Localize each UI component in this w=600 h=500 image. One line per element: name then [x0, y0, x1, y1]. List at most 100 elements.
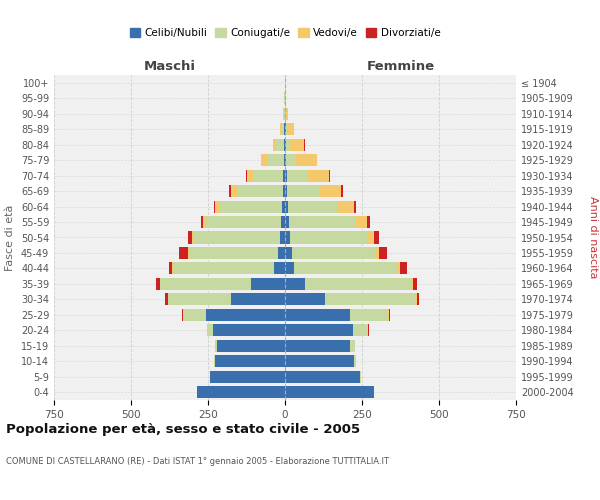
- Bar: [375, 247, 379, 259]
- Bar: [305, 278, 411, 290]
- Bar: [179, 247, 188, 259]
- Bar: [286, 108, 288, 120]
- Bar: [207, 324, 212, 336]
- Bar: [289, 216, 355, 228]
- Bar: [285, 138, 286, 150]
- Bar: [231, 294, 285, 306]
- Bar: [173, 262, 274, 274]
- Bar: [285, 232, 290, 243]
- Bar: [214, 200, 215, 212]
- Bar: [278, 247, 285, 259]
- Bar: [285, 200, 288, 212]
- Bar: [290, 232, 367, 243]
- Bar: [284, 154, 285, 166]
- Bar: [285, 154, 286, 166]
- Bar: [355, 216, 367, 228]
- Bar: [203, 216, 206, 228]
- Bar: [353, 200, 356, 212]
- Bar: [168, 294, 231, 306]
- Bar: [307, 170, 329, 181]
- Bar: [294, 262, 397, 274]
- Bar: [285, 340, 350, 352]
- Bar: [238, 185, 283, 197]
- Bar: [192, 232, 194, 243]
- Bar: [280, 232, 285, 243]
- Bar: [350, 340, 355, 352]
- Bar: [354, 356, 356, 368]
- Bar: [285, 123, 286, 135]
- Bar: [194, 232, 280, 243]
- Bar: [251, 278, 285, 290]
- Bar: [350, 309, 388, 321]
- Bar: [287, 123, 294, 135]
- Bar: [329, 170, 330, 181]
- Bar: [169, 262, 172, 274]
- Bar: [285, 278, 305, 290]
- Bar: [400, 262, 407, 274]
- Bar: [285, 216, 289, 228]
- Bar: [416, 294, 417, 306]
- Bar: [188, 247, 189, 259]
- Bar: [231, 185, 238, 197]
- Bar: [188, 232, 192, 243]
- Bar: [283, 108, 284, 120]
- Text: Femmine: Femmine: [367, 60, 434, 72]
- Bar: [160, 278, 251, 290]
- Bar: [212, 324, 285, 336]
- Bar: [296, 154, 317, 166]
- Bar: [285, 247, 292, 259]
- Bar: [283, 170, 285, 181]
- Bar: [388, 309, 389, 321]
- Bar: [217, 340, 285, 352]
- Bar: [353, 324, 368, 336]
- Bar: [284, 123, 285, 135]
- Bar: [274, 262, 285, 274]
- Bar: [273, 138, 277, 150]
- Bar: [267, 154, 284, 166]
- Bar: [215, 356, 285, 368]
- Bar: [389, 309, 390, 321]
- Bar: [184, 309, 206, 321]
- Bar: [287, 170, 307, 181]
- Bar: [201, 216, 203, 228]
- Bar: [156, 278, 160, 290]
- Bar: [189, 247, 278, 259]
- Bar: [367, 216, 370, 228]
- Bar: [325, 294, 416, 306]
- Bar: [285, 370, 361, 383]
- Bar: [215, 340, 217, 352]
- Bar: [379, 247, 387, 259]
- Bar: [229, 185, 231, 197]
- Bar: [287, 185, 320, 197]
- Bar: [260, 154, 261, 166]
- Bar: [320, 185, 341, 197]
- Bar: [285, 262, 294, 274]
- Bar: [286, 154, 296, 166]
- Bar: [285, 324, 353, 336]
- Bar: [285, 356, 354, 368]
- Bar: [172, 262, 173, 274]
- Bar: [245, 170, 247, 181]
- Bar: [247, 170, 254, 181]
- Bar: [165, 294, 167, 306]
- Bar: [214, 356, 215, 368]
- Bar: [280, 123, 281, 135]
- Bar: [281, 216, 285, 228]
- Bar: [413, 278, 417, 290]
- Bar: [211, 370, 285, 383]
- Bar: [282, 200, 285, 212]
- Bar: [288, 200, 337, 212]
- Text: Popolazione per età, sesso e stato civile - 2005: Popolazione per età, sesso e stato civil…: [6, 422, 360, 436]
- Bar: [337, 200, 353, 212]
- Bar: [285, 185, 287, 197]
- Bar: [261, 154, 267, 166]
- Bar: [417, 294, 419, 306]
- Bar: [281, 123, 284, 135]
- Y-axis label: Anni di nascita: Anni di nascita: [587, 196, 598, 279]
- Bar: [285, 386, 374, 398]
- Bar: [286, 123, 287, 135]
- Bar: [286, 138, 290, 150]
- Bar: [197, 386, 285, 398]
- Bar: [374, 232, 379, 243]
- Bar: [277, 138, 284, 150]
